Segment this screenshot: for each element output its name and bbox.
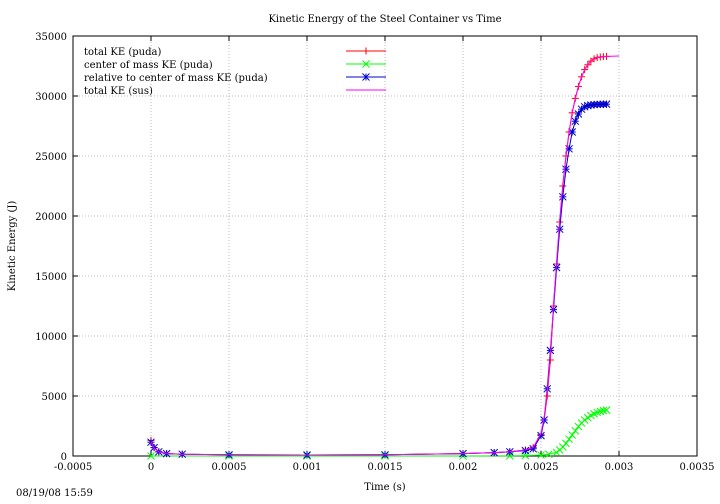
series-line xyxy=(150,103,607,456)
point xyxy=(574,110,583,118)
point xyxy=(580,416,589,424)
series-line xyxy=(150,55,607,456)
x-tick-label: 0.0035 xyxy=(680,462,715,473)
y-tick-label: 0 xyxy=(61,452,67,463)
point xyxy=(596,407,605,416)
x-tick-label: 0.0025 xyxy=(524,462,559,473)
y-tick-label: 20000 xyxy=(35,212,67,223)
point xyxy=(555,225,564,234)
legend-label: center of mass KE (puda) xyxy=(84,60,213,71)
legend-label: total KE (sus) xyxy=(84,86,153,97)
series-3 xyxy=(150,55,620,456)
point xyxy=(558,192,567,201)
point xyxy=(565,435,573,444)
point xyxy=(602,406,611,415)
legend: total KE (puda) center of mass KE (puda) r… xyxy=(84,47,386,97)
series-layer xyxy=(147,52,620,460)
point xyxy=(537,451,545,459)
y-tick-label: 25000 xyxy=(35,152,67,163)
series-line xyxy=(150,55,620,456)
point xyxy=(147,452,155,460)
axis-ticks: 0 5000 10000 15000 20000 25000 30000 35000 -0.00… xyxy=(35,32,714,473)
point xyxy=(362,47,370,55)
legend-label: relative to center of mass KE (puda) xyxy=(84,73,268,84)
point xyxy=(562,165,570,174)
point xyxy=(571,426,580,435)
point xyxy=(602,100,611,109)
x-axis-label: Time (s) xyxy=(364,482,405,493)
point xyxy=(571,117,580,126)
point xyxy=(552,448,561,457)
point xyxy=(362,73,370,81)
y-tick-label: 35000 xyxy=(35,32,67,43)
x-tick-label: -0.0005 xyxy=(54,462,92,473)
x-tick-label: 0.002 xyxy=(449,462,478,473)
y-tick-label: 5000 xyxy=(42,392,67,403)
point xyxy=(599,406,608,415)
y-tick-label: 10000 xyxy=(35,332,67,343)
timestamp: 08/19/08 15:59 xyxy=(16,488,93,499)
y-axis-label: Kinetic Energy (J) xyxy=(7,201,18,292)
x-tick-label: 0.0005 xyxy=(212,462,247,473)
point xyxy=(544,450,553,459)
point xyxy=(562,439,570,448)
point xyxy=(568,431,577,439)
chart-title: Kinetic Energy of the Steel Container vs… xyxy=(268,14,501,25)
legend-label: total KE (puda) xyxy=(84,47,161,58)
x-tick-label: 0 xyxy=(148,462,154,473)
x-tick-label: 0.003 xyxy=(605,462,634,473)
x-tick-label: 0.001 xyxy=(293,462,322,473)
x-tick-label: 0.0015 xyxy=(368,462,403,473)
y-tick-label: 30000 xyxy=(35,92,67,103)
point xyxy=(362,60,370,68)
grid xyxy=(73,36,697,457)
y-tick-label: 15000 xyxy=(35,272,67,283)
